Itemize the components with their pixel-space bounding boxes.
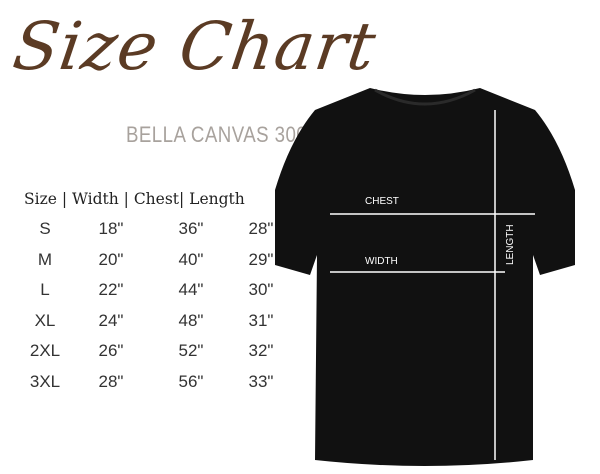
table-cell: 2XL xyxy=(29,341,61,361)
table-cell: 28" xyxy=(98,371,124,391)
table-cell: 48" xyxy=(178,310,204,330)
table-cell: 3XL xyxy=(29,371,61,391)
subtitle: BELLA CANVAS 3001 xyxy=(126,122,318,147)
table-row: 3XL 28" 56" 33" xyxy=(24,367,296,398)
table-row: 2XL 26" 52" 32" xyxy=(24,336,296,367)
chest-label: CHEST xyxy=(365,196,399,207)
length-label: LENGTH xyxy=(505,224,516,265)
table-header: Size | Width | Chest| Length xyxy=(24,190,245,208)
title: Size Chart xyxy=(8,8,381,85)
table-row: XL 24" 48" 31" xyxy=(24,306,296,337)
width-label: WIDTH xyxy=(365,256,398,267)
tshirt-diagram: CHEST WIDTH LENGTH xyxy=(275,88,575,466)
table-cell: 52" xyxy=(178,341,204,361)
table-cell: 22" xyxy=(98,280,124,300)
size-table: Size | Width | Chest| Length S 18" 36" 28" M… xyxy=(24,190,296,397)
table-cell: XL xyxy=(34,310,56,330)
table-cell: L xyxy=(40,280,50,300)
table-row: M 20" 40" 29" xyxy=(24,245,296,276)
table-cell: 30" xyxy=(248,280,274,300)
table-cell: 32" xyxy=(248,341,274,361)
table-cell: 26" xyxy=(98,341,124,361)
table-cell: 44" xyxy=(178,280,204,300)
table-cell: S xyxy=(39,219,51,239)
table-cell: M xyxy=(37,249,53,269)
table-cell: 24" xyxy=(98,310,124,330)
table-cell: 40" xyxy=(178,249,204,269)
table-cell: 33" xyxy=(248,371,274,391)
table-cell: 20" xyxy=(98,249,124,269)
table-cell: 28" xyxy=(248,219,274,239)
table-cell: 18" xyxy=(98,219,124,239)
table-cell: 56" xyxy=(178,371,204,391)
table-row: L 22" 44" 30" xyxy=(24,275,296,306)
table-cell: 29" xyxy=(248,249,274,269)
tshirt-shape xyxy=(275,88,575,466)
table-cell: 31" xyxy=(248,310,274,330)
table-cell: 36" xyxy=(178,219,204,239)
table-row: S 18" 36" 28" xyxy=(24,214,296,245)
